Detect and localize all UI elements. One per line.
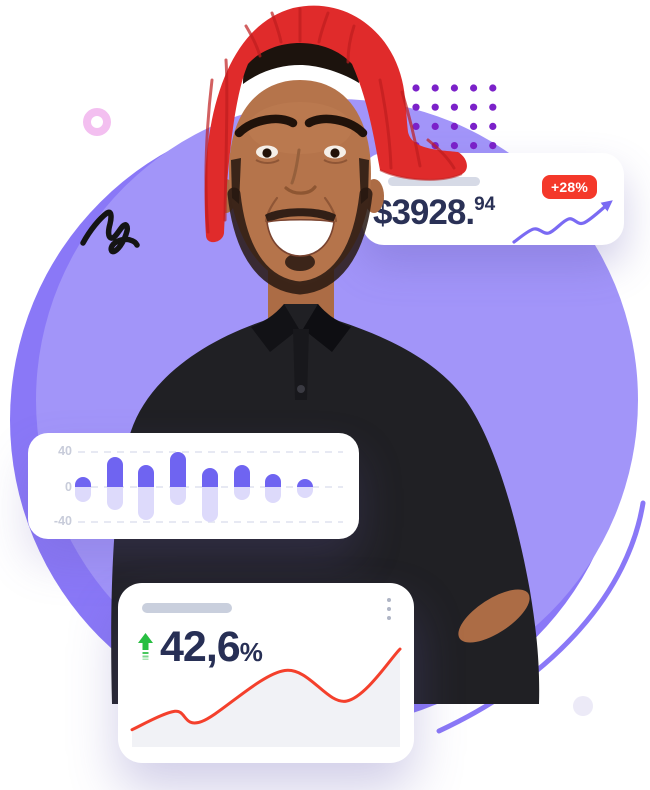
beard [227,187,373,295]
placeholder-bar [142,603,232,613]
shirt-button [297,385,305,393]
bar-negative [170,487,187,506]
growth-number: 42,6 [160,623,241,671]
bar-positive [75,477,91,487]
y-axis-label: 40 [58,444,72,458]
growth-area-fill [132,649,400,747]
change-badge: +28% [542,175,597,199]
revenue-card: $3928.94 +28% [362,153,624,245]
bar-positive [233,465,250,487]
growth-unit: % [239,637,263,667]
bar-negative [296,487,313,499]
revenue-amount-main: $3928. [373,193,475,232]
kebab-menu-icon[interactable] [382,596,396,622]
scribble-doodle [80,209,140,255]
trend-line-chart [512,200,613,244]
dots-grid [412,84,497,150]
bar-positive [265,473,282,487]
growth-line [130,647,402,732]
pink-ring [83,108,111,136]
revenue-amount-cents: 94 [474,194,496,215]
orbit-arc [436,500,646,734]
bar-positive [296,479,313,487]
bar-negative [138,487,155,521]
bar-negative [75,487,91,502]
forearm [458,589,530,643]
hair [243,38,359,84]
mustache [265,208,336,223]
bar-positive [106,457,123,487]
bar-negative [201,487,218,522]
small-accent-dot [573,696,593,716]
bar-chart-card: 40 0 -40 [28,433,359,539]
growth-line-chart [130,647,402,747]
bar-negative [106,487,123,510]
bar-positive [138,465,155,487]
y-axis-label: 0 [65,480,72,494]
beanie [204,5,467,243]
growth-value: 42,6% [160,623,263,672]
bar-negative [233,487,250,501]
y-axis-label: -40 [53,514,72,528]
smile [266,218,335,257]
bar-negative [265,487,282,503]
trend-line [512,200,613,244]
up-arrow-icon [138,633,153,660]
placeholder-bar [388,177,480,186]
growth-card: 42,6% [118,583,414,763]
gridline [78,521,343,523]
bar-chart [28,433,359,539]
bar-positive [170,452,187,487]
face [216,38,384,295]
bar-positive [201,467,218,487]
revenue-amount: $3928.94 [373,193,495,233]
gridline [78,451,343,453]
